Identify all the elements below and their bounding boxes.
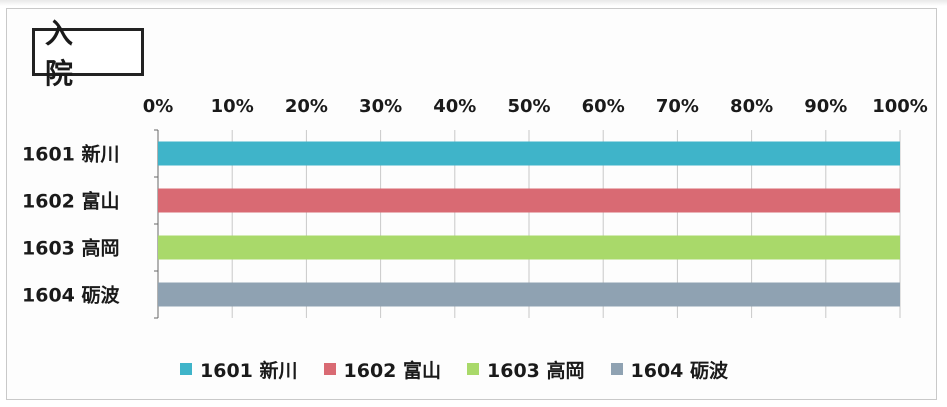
chart-title-box: 入 院 — [32, 17, 144, 90]
legend-item: 1604 砺波 — [610, 356, 729, 383]
legend-label: 1604 砺波 — [630, 359, 729, 382]
x-tick-label: 50% — [507, 96, 550, 117]
legend-item: 1601 新川 — [180, 356, 298, 383]
x-tick-label: 0% — [143, 96, 174, 117]
bar-segment — [158, 282, 900, 307]
x-tick-label: 60% — [582, 96, 625, 117]
legend-swatch — [610, 363, 623, 375]
legend-swatch — [180, 363, 192, 375]
x-tick-label: 20% — [285, 96, 328, 117]
chart-title: 入 院 — [45, 17, 86, 90]
category-label: 1603 高岡 — [22, 237, 120, 260]
x-tick-label: 70% — [656, 96, 699, 117]
scan-edge — [0, 0, 947, 6]
category-label: 1602 富山 — [22, 190, 120, 213]
legend-item: 1602 富山 — [323, 356, 442, 383]
chart-legend: 1601 新川 1602 富山 1603 高岡 1604 砺波 — [180, 356, 728, 382]
x-tick-label: 10% — [211, 96, 254, 117]
legend-item: 1603 高岡 — [467, 356, 585, 383]
legend-label: 1602 富山 — [343, 359, 442, 382]
bar-segment — [158, 188, 900, 213]
legend-swatch — [467, 363, 479, 375]
legend-label: 1603 高岡 — [487, 359, 585, 382]
bar-segment — [158, 235, 900, 260]
bar-segment — [158, 141, 900, 166]
x-tick-label: 80% — [730, 96, 773, 117]
category-label: 1604 砺波 — [22, 284, 120, 307]
x-tick-label: 40% — [433, 96, 476, 117]
category-label: 1601 新川 — [22, 143, 120, 166]
x-tick-label: 90% — [804, 96, 847, 117]
legend-label: 1601 新川 — [200, 359, 298, 382]
x-tick-label: 30% — [359, 96, 402, 117]
legend-swatch — [323, 363, 336, 375]
x-tick-label: 100% — [872, 96, 928, 117]
